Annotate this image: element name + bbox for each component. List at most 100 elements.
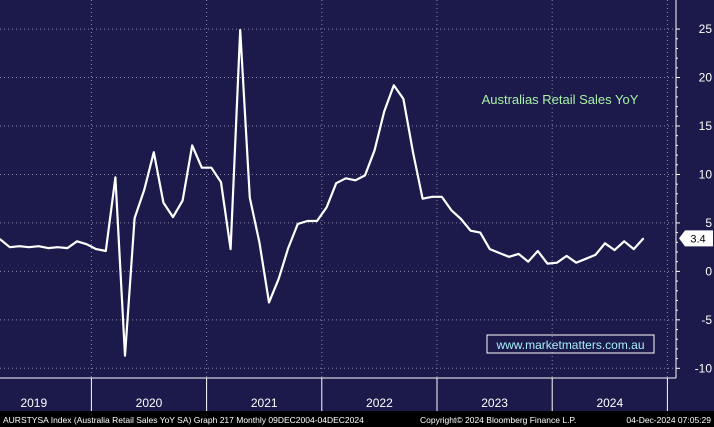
footer-source: AURSTYSA Index (Australia Retail Sales Y… (3, 415, 364, 425)
y-tick-label: 10 (699, 167, 713, 181)
data-point (566, 255, 568, 257)
y-tick-label: 0 (705, 264, 712, 278)
x-axis-strip (0, 378, 676, 411)
data-point (297, 223, 299, 225)
data-point (191, 144, 193, 146)
data-point (623, 240, 625, 242)
data-point (354, 179, 356, 181)
last-value-badge (679, 230, 713, 247)
data-point (57, 246, 59, 248)
y-tick-label: -5 (701, 313, 712, 327)
footer-date: 04-Dec-2024 07:05:29 (626, 415, 711, 425)
data-point (383, 110, 385, 113)
data-point (518, 253, 520, 255)
data-point (38, 245, 40, 247)
y-tick-label: -10 (695, 361, 713, 375)
y-axis-ticks: 25 20 15 10 5 0 -5 -10 (675, 0, 713, 378)
y-axis-strip (676, 0, 714, 411)
data-point (633, 248, 635, 250)
data-points (0, 29, 645, 357)
data-point (374, 149, 376, 151)
x-axis-ticks: 2019 2020 2021 2022 2023 2024 (0, 377, 676, 411)
data-point (450, 209, 452, 211)
data-point (546, 263, 549, 265)
data-point (47, 247, 49, 249)
data-point (143, 189, 145, 191)
series-line (0, 28, 645, 357)
data-point (18, 245, 20, 247)
data-point (594, 254, 597, 256)
data-point (0, 238, 1, 240)
data-point (604, 242, 606, 244)
data-point (470, 230, 472, 232)
y-tick-label: 20 (699, 71, 713, 85)
data-point (162, 202, 164, 204)
data-point (278, 278, 280, 280)
data-point (287, 247, 289, 249)
watermark-border (486, 334, 655, 354)
data-point (642, 237, 645, 239)
x-tick-label: 2020 (136, 396, 163, 410)
data-point (201, 167, 203, 169)
data-point (498, 252, 500, 254)
data-point (402, 98, 404, 100)
data-point (412, 151, 414, 153)
data-point (489, 248, 491, 250)
data-point (249, 197, 251, 199)
data-point (556, 262, 558, 264)
data-point (258, 241, 260, 243)
data-point (585, 258, 587, 260)
data-point (393, 84, 395, 86)
x-tick-label: 2024 (596, 396, 623, 410)
y-tick-label: 5 (705, 216, 712, 230)
x-tick-label: 2021 (251, 396, 278, 410)
footer-copyright: Copyright© 2024 Bloomberg Finance L.P. (420, 415, 576, 425)
data-point (441, 196, 443, 198)
y-tick-label: 15 (699, 119, 713, 133)
watermark-box: www.marketmatters.com.au (486, 334, 655, 354)
data-point (76, 240, 78, 242)
data-point (508, 256, 510, 258)
data-point (268, 301, 270, 303)
data-point (105, 250, 107, 252)
data-point (86, 243, 88, 245)
data-point (28, 246, 30, 248)
data-point (114, 176, 116, 178)
data-point (527, 261, 529, 263)
data-point (220, 181, 222, 183)
x-tick-label: 2019 (20, 396, 47, 410)
data-point (364, 174, 366, 176)
data-point (9, 246, 11, 248)
data-point (134, 217, 136, 219)
x-tick-label: 2022 (366, 396, 393, 410)
y-tick-label: 25 (699, 22, 713, 36)
plot-background (0, 0, 676, 378)
data-point (95, 248, 97, 250)
last-value-tag: 3.4 (679, 230, 713, 247)
data-point (335, 182, 337, 184)
watermark: www.marketmatters.com.au (495, 338, 644, 352)
grid-lines (0, 0, 676, 378)
data-point (431, 196, 433, 198)
data-point (172, 216, 174, 218)
data-point (210, 167, 212, 169)
data-point (479, 232, 481, 234)
x-tick-label: 2023 (481, 396, 508, 410)
data-point (537, 250, 539, 252)
data-point (66, 247, 68, 249)
data-point (230, 248, 232, 250)
last-value-label: 3.4 (690, 233, 705, 245)
chart-title: Australias Retail Sales YoY (482, 92, 639, 107)
data-point (460, 218, 462, 220)
data-point (124, 355, 126, 357)
data-point (345, 177, 347, 179)
data-point (575, 262, 577, 264)
footer: AURSTYSA Index (Australia Retail Sales Y… (3, 415, 711, 425)
data-point (153, 151, 155, 153)
data-point (239, 29, 241, 31)
data-point (182, 200, 184, 202)
data-point (306, 220, 308, 222)
data-point (316, 220, 318, 222)
data-point (614, 249, 616, 251)
